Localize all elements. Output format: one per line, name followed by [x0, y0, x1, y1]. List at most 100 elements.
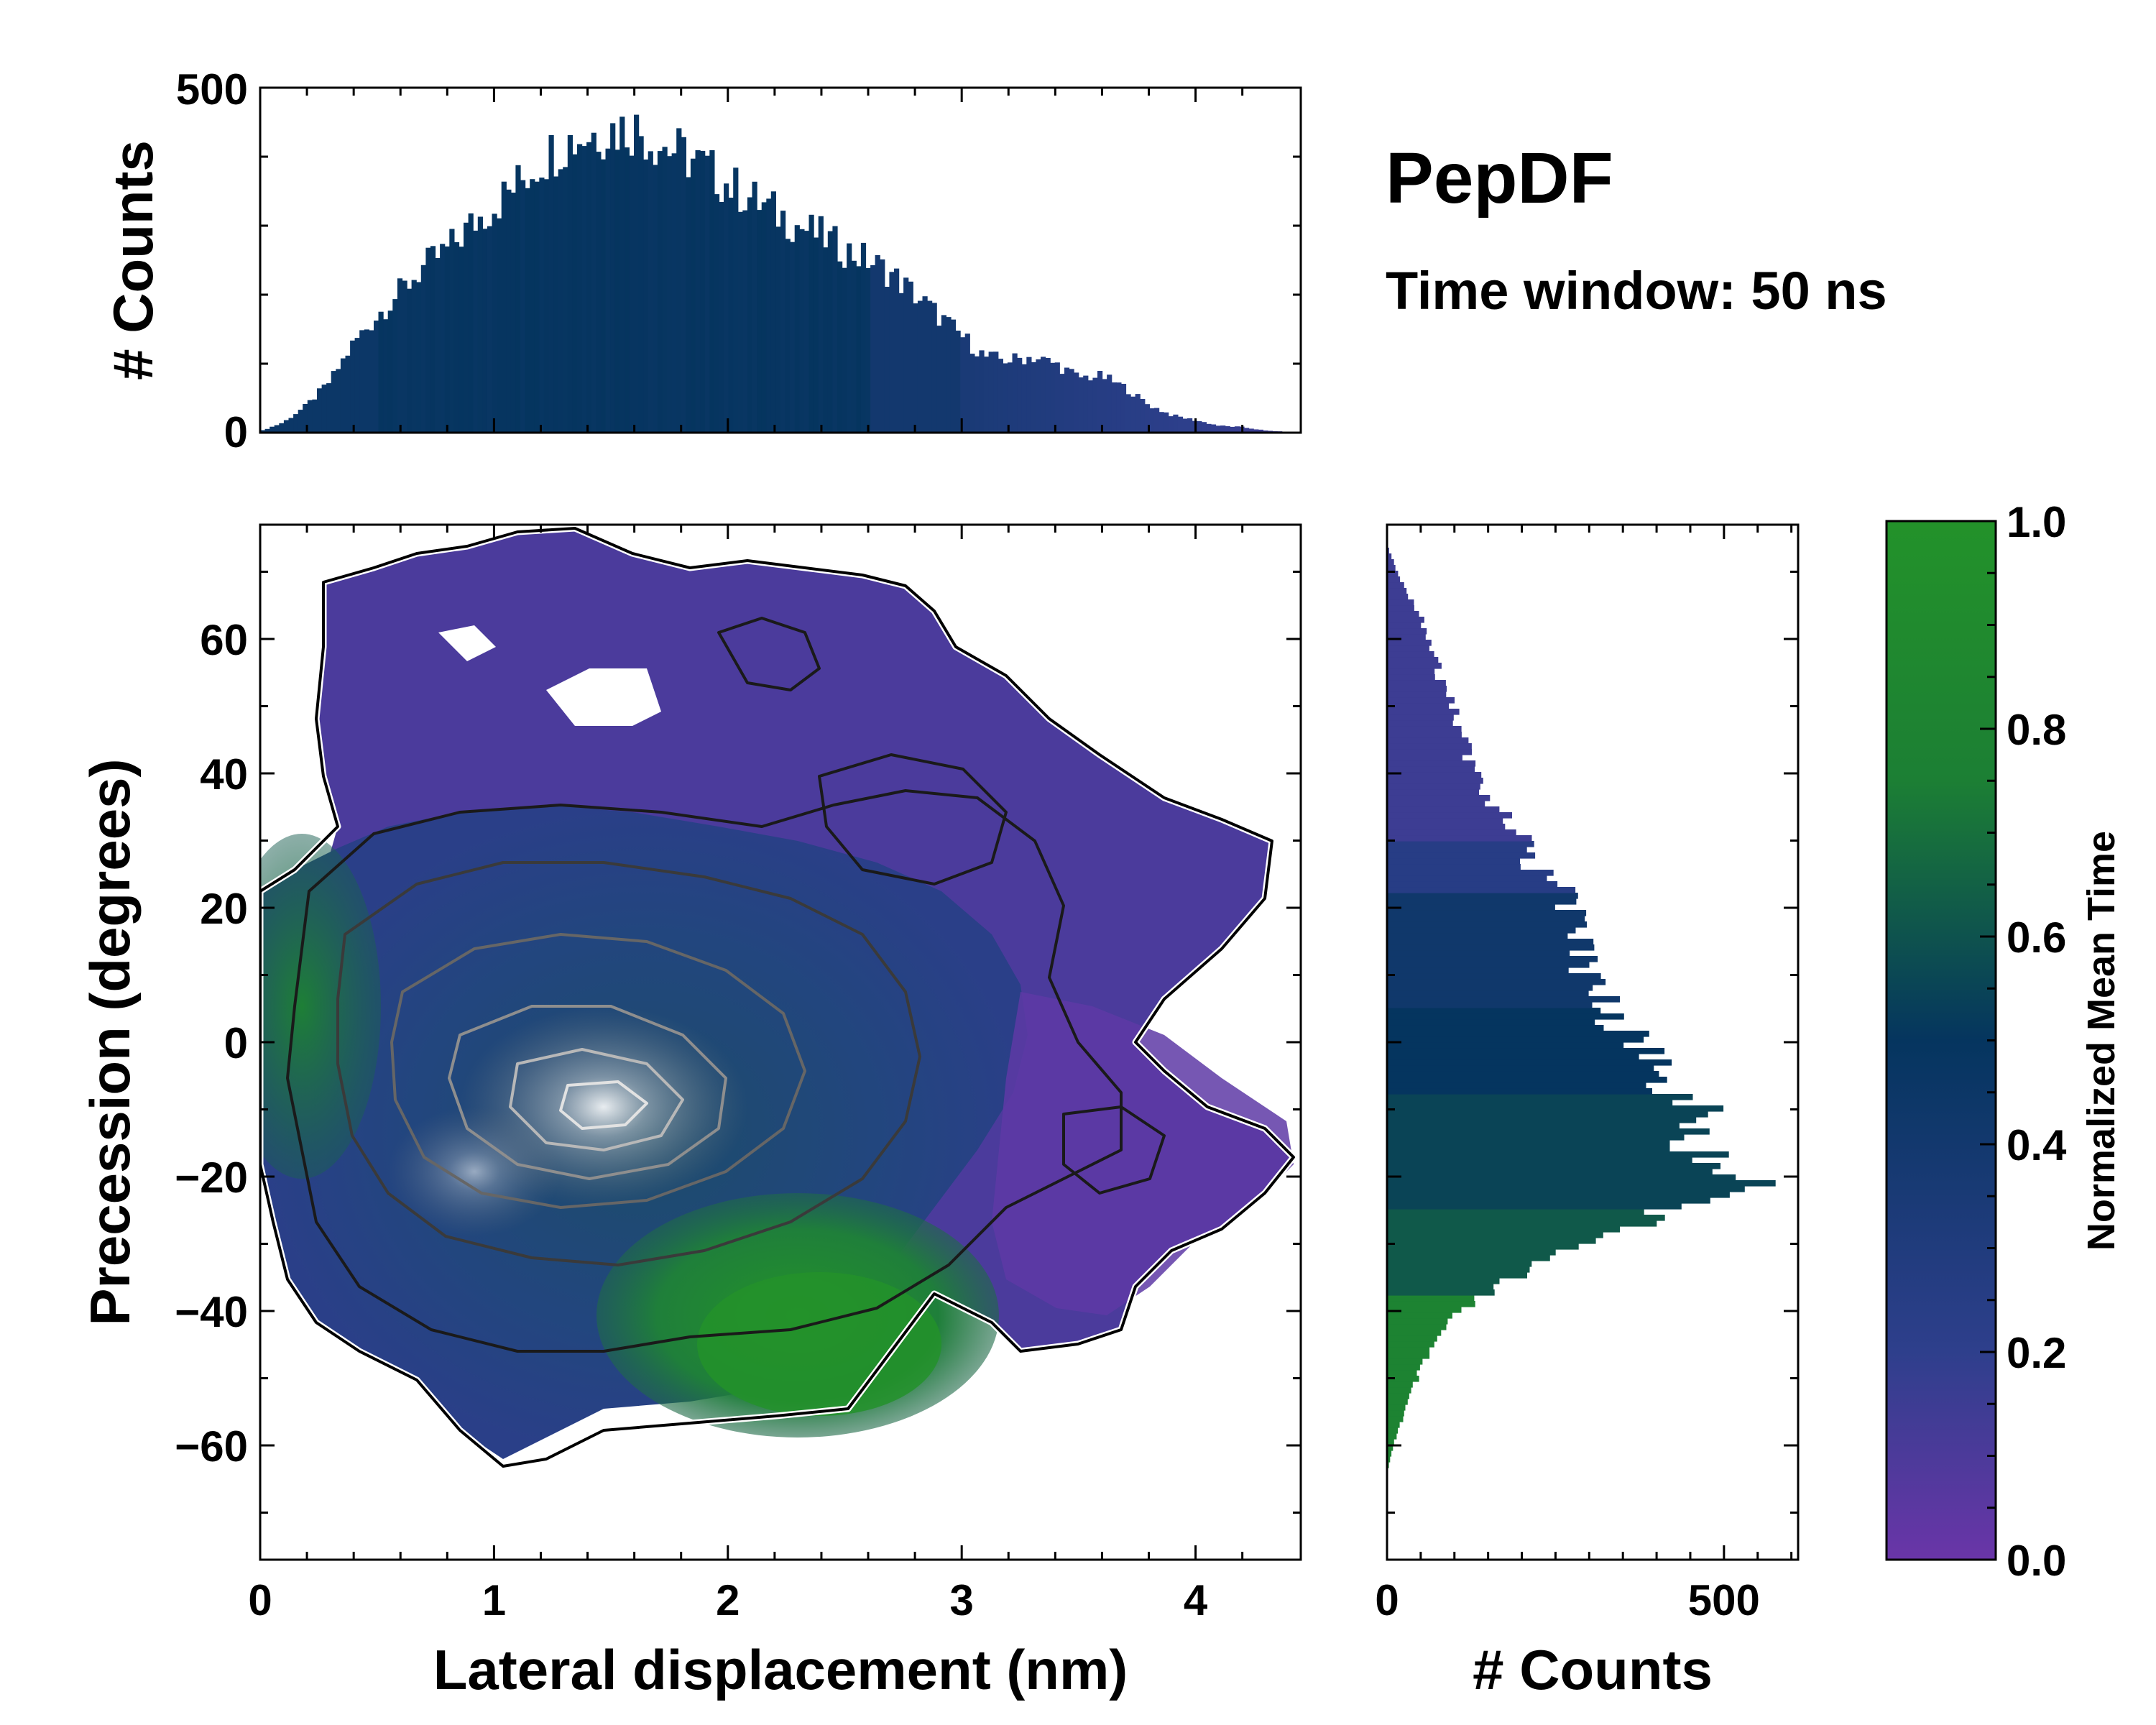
top-histogram-bar: [279, 423, 285, 433]
top-histogram-bar: [709, 150, 715, 433]
right-histogram-bar: [1387, 1404, 1406, 1411]
top-histogram-bar: [974, 356, 980, 433]
top-histogram-bar: [761, 202, 767, 433]
top-histogram-bar: [1007, 362, 1013, 433]
right-histogram-bar: [1387, 1347, 1430, 1353]
annotation: PepDF Time window: 50 ns: [1386, 138, 1887, 321]
right-histogram-bar: [1387, 1059, 1672, 1066]
top-histogram-bar: [610, 123, 616, 433]
right-histogram-bar: [1387, 553, 1392, 560]
right-histogram-bar: [1387, 847, 1527, 853]
top-histogram-bar: [468, 213, 474, 433]
right-histogram-bar: [1387, 760, 1476, 767]
right-histogram-bar: [1387, 1071, 1659, 1077]
right-histogram-bar: [1387, 588, 1407, 594]
top-histogram-bar: [1225, 426, 1230, 433]
top-histogram-bar: [492, 213, 497, 433]
right-histogram-bar: [1387, 737, 1469, 744]
top-histogram-bar: [671, 153, 677, 433]
top-histogram-bar: [1003, 363, 1008, 433]
top-histogram-bar: [1130, 396, 1136, 433]
right-histogram-bar: [1387, 1335, 1437, 1342]
top-histogram-bar: [340, 358, 346, 433]
top-histogram-bar: [558, 169, 563, 433]
right-histogram-bar: [1387, 829, 1516, 836]
right-histogram-bar: [1387, 979, 1606, 985]
top-histogram-bar: [884, 287, 890, 433]
right-histogram-bar: [1387, 1192, 1730, 1198]
right-histogram-bar: [1387, 789, 1479, 796]
right-histogram-bar: [1387, 1399, 1408, 1405]
top-histogram-bar: [1187, 418, 1193, 433]
right-histogram-bar: [1387, 1289, 1495, 1296]
map-xtick-label: 4: [1184, 1576, 1208, 1624]
top-histogram-bar: [605, 148, 611, 433]
right-histogram-bar: [1387, 887, 1576, 893]
top-histogram-bar: [354, 338, 360, 433]
right-histogram-bar: [1387, 1203, 1682, 1210]
top-histogram-bar: [747, 197, 753, 433]
right-histogram-bar: [1387, 1036, 1644, 1043]
map-ytick-label: 20: [200, 885, 248, 933]
top-histogram-bar: [600, 159, 607, 433]
top-histogram-bar: [1173, 414, 1179, 433]
right-histogram-bar: [1387, 1278, 1500, 1284]
top-histogram-bar: [1059, 374, 1065, 433]
map-ytick-label: −60: [175, 1422, 248, 1471]
right-histogram-bar: [1387, 749, 1472, 755]
right-histogram-bar: [1387, 651, 1434, 658]
top-histogram-bar: [780, 211, 786, 433]
right-histogram-bar: [1387, 1209, 1644, 1215]
right-histogram-bar: [1387, 864, 1521, 870]
top-histogram-bar: [359, 330, 365, 433]
right-histogram-bar: [1387, 732, 1462, 738]
top-histogram-bar: [1087, 380, 1093, 433]
right-xtick-label: 0: [1375, 1576, 1399, 1624]
right-histogram-bar: [1387, 1140, 1670, 1146]
right-histogram-bar: [1387, 1261, 1532, 1267]
top-histogram-bar: [1036, 359, 1041, 433]
contour-upper-2: [818, 753, 1008, 886]
right-histogram-bar: [1387, 1186, 1745, 1192]
top-histogram-bar: [842, 267, 847, 433]
top-histogram-bar: [667, 156, 673, 433]
right-histogram-bar: [1387, 956, 1598, 962]
right-histogram-bar: [1387, 703, 1450, 709]
right-histogram-bar: [1387, 1439, 1394, 1445]
top-histogram-bar: [629, 155, 635, 433]
top-histogram-bar: [1201, 422, 1207, 433]
right-histogram-bar: [1387, 933, 1568, 939]
contour-right-1: [1062, 1105, 1166, 1195]
top-histogram-bar: [591, 132, 596, 433]
top-histogram-bar: [1197, 421, 1202, 433]
top-histogram-bar: [1154, 408, 1160, 433]
top-histogram-bar: [1102, 379, 1107, 433]
colorbar-label: Normalized Mean Time: [2080, 831, 2123, 1251]
right-histogram-bar: [1387, 1358, 1423, 1365]
top-histogram-bar: [927, 300, 933, 433]
right-histogram-bar: [1387, 1422, 1400, 1428]
top-histogram-bar: [1248, 428, 1254, 433]
top-histogram-bar: [1120, 384, 1127, 433]
top-histogram-bar: [648, 151, 653, 433]
top-histogram-bar: [548, 135, 554, 433]
top-histogram-bar: [510, 193, 516, 433]
right-histogram-bar: [1387, 634, 1426, 640]
top-histogram-bar: [922, 296, 928, 433]
right-histogram-bar: [1387, 1117, 1697, 1123]
right-histogram-bar: [1387, 916, 1585, 922]
right-histogram-bar: [1387, 1100, 1673, 1106]
right-histogram-bar: [1387, 962, 1590, 968]
colorbar-ticks: 0.0 0.2 0.4 0.6 0.8 1.0: [1980, 498, 2067, 1585]
top-histogram-bar: [298, 410, 303, 433]
top-histogram-bar: [1097, 371, 1103, 433]
top-histogram-bar: [851, 260, 857, 433]
right-histogram-bar: [1387, 1387, 1411, 1394]
top-histogram-bar: [766, 198, 772, 433]
top-histogram-bar: [369, 330, 374, 433]
right-histogram-bar: [1387, 1330, 1442, 1336]
top-histogram-bar: [624, 147, 630, 433]
right-histogram-bar: [1387, 1215, 1665, 1221]
right-histogram-bar: [1387, 709, 1460, 715]
right-histogram-bar: [1387, 904, 1555, 911]
